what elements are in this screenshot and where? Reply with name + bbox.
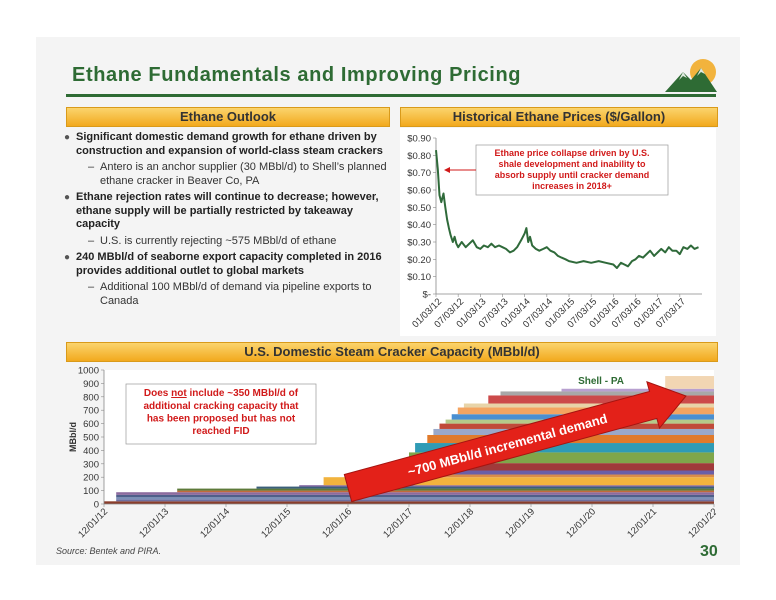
price-y-tick-label: $0.30 xyxy=(407,238,431,249)
capacity-y-tick-label: 0 xyxy=(94,500,99,511)
capacity-layer xyxy=(323,477,714,486)
ethane-outlook-header: Ethane Outlook xyxy=(66,107,390,127)
price-annotation-line: Ethane price collapse driven by U.S. xyxy=(494,148,649,158)
bullet-rejection-rates: ● Ethane rejection rates will continue to… xyxy=(64,191,379,230)
ethane-price-chart: $- $0.10 $0.20 $0.30 $0.40 $0.50 $0.60 $0.70 $0.… xyxy=(400,128,716,336)
price-annotation-box xyxy=(475,144,669,196)
capacity-layer xyxy=(500,391,714,396)
capacity-note-line: has been proposed but has not xyxy=(147,414,296,425)
capacity-y-tick-label: 500 xyxy=(83,433,99,444)
bullet-dot-icon: ● xyxy=(64,192,71,203)
capacity-y-tick-label: 900 xyxy=(83,379,99,390)
capacity-x-tick-label: 12/01/17 xyxy=(381,506,415,540)
capacity-y-tick-label: 700 xyxy=(83,406,99,417)
capacity-layer xyxy=(116,494,714,498)
capacity-layer xyxy=(116,492,714,495)
price-annotation-line: absorb supply until cracker demand xyxy=(495,170,650,180)
shell-pa-callout: Shell - PA xyxy=(578,376,624,387)
capacity-layer xyxy=(177,488,714,491)
capacity-y-tick-label: 1000 xyxy=(78,366,99,377)
price-y-tick-label: $0.80 xyxy=(407,151,431,162)
capacity-layer xyxy=(177,490,714,493)
capacity-note-line: additional cracking capacity that xyxy=(143,401,299,412)
capacity-layer xyxy=(665,376,714,389)
price-y-tick-label: $- xyxy=(423,290,431,301)
price-annotation-arrowhead xyxy=(444,167,450,173)
capacity-x-tick-label: 12/01/22 xyxy=(686,506,716,540)
price-y-tick-label: $0.10 xyxy=(407,272,431,283)
price-y-tick-label: $0.70 xyxy=(407,168,431,179)
price-chart-header: Historical Ethane Prices ($/Gallon) xyxy=(400,107,718,127)
capacity-y-axis-label: MBbl/d xyxy=(68,422,78,452)
capacity-note-part: include ~350 MBbl/d of xyxy=(187,388,299,399)
capacity-layer xyxy=(116,499,714,502)
capacity-x-tick-label: 12/01/19 xyxy=(503,506,537,540)
price-y-tick-label: $0.50 xyxy=(407,203,431,214)
bullet-demand-growth: ● Significant domestic demand growth for … xyxy=(64,131,383,157)
capacity-x-tick-label: 12/01/12 xyxy=(76,506,110,540)
bullet-dot-icon: ● xyxy=(64,132,71,143)
capacity-note-underlined: not xyxy=(171,388,187,399)
capacity-y-tick-label: 400 xyxy=(83,446,99,457)
capacity-y-tick-label: 800 xyxy=(83,392,99,403)
capacity-note-part: Does xyxy=(144,388,171,399)
capacity-chart-header: U.S. Domestic Steam Cracker Capacity (MB… xyxy=(66,342,718,362)
capacity-layer xyxy=(488,395,714,404)
dash-icon: – xyxy=(88,281,95,293)
capacity-y-tick-label: 100 xyxy=(83,486,99,497)
sub-bullet-shell-supplier: – Antero is an anchor supplier (30 MBbl/d… xyxy=(88,161,387,187)
outlook-bullets: ● Significant domestic demand growth for … xyxy=(64,131,398,311)
capacity-x-tick-label: 12/01/16 xyxy=(320,506,354,540)
capacity-layer xyxy=(384,470,714,475)
capacity-layer xyxy=(104,501,714,504)
slide-title: Ethane Fundamentals and Improving Pricin… xyxy=(72,64,522,86)
bullet-export-capacity: ● 240 MBbl/d of seaborne export capacity … xyxy=(64,251,382,277)
capacity-x-tick-label: 12/01/21 xyxy=(625,506,659,540)
capacity-x-tick-label: 12/01/14 xyxy=(198,506,232,540)
capacity-layer xyxy=(409,452,714,464)
capacity-note-line: Does not include ~350 MBbl/d of xyxy=(144,388,299,399)
capacity-x-tick-label: 12/01/15 xyxy=(259,506,293,540)
capacity-layer xyxy=(402,463,714,471)
source-note: Source: Bentek and PIRA. xyxy=(56,546,162,556)
capacity-y-tick-label: 200 xyxy=(83,473,99,484)
capacity-x-tick-label: 12/01/13 xyxy=(137,506,171,540)
price-annotation-line: shale development and inability to xyxy=(498,159,646,169)
dash-icon: – xyxy=(88,234,95,247)
capacity-layer xyxy=(256,486,714,489)
price-y-tick-label: $0.60 xyxy=(407,186,431,197)
price-annotation-line: increases in 2018+ xyxy=(532,181,612,191)
capacity-y-tick-label: 600 xyxy=(83,419,99,430)
capacity-layer xyxy=(463,403,714,408)
steam-cracker-capacity-chart: 0 100 200 300 400 500 600 700 800 900 1000 12/01/12… xyxy=(68,366,716,541)
price-annotation-text: Ethane price collapse driven by U.S. shal… xyxy=(494,148,649,191)
price-y-tick-label: $0.20 xyxy=(407,255,431,266)
capacity-x-tick-label: 12/01/18 xyxy=(442,506,476,540)
dash-icon: – xyxy=(88,161,95,173)
price-y-tick-label: $0.90 xyxy=(407,134,431,145)
capacity-layer xyxy=(366,474,714,478)
price-y-tick-label: $0.40 xyxy=(407,220,431,231)
capacity-layer xyxy=(299,485,714,487)
page-number: 30 xyxy=(700,543,718,560)
sub-bullet-current-rejection: – U.S. is currently rejecting ~575 MBbl/d… xyxy=(88,234,337,247)
capacity-note-box xyxy=(125,383,317,445)
price-series-line xyxy=(435,150,699,269)
capacity-layer xyxy=(561,388,714,392)
capacity-layer xyxy=(116,497,714,500)
red-arrow-icon xyxy=(343,380,687,503)
capacity-y-tick-label: 300 xyxy=(83,459,99,470)
capacity-layer xyxy=(415,443,714,453)
title-rule xyxy=(66,94,716,97)
sub-bullet-canada-exports: – Additional 100 MBbl/d of demand via pip… xyxy=(88,281,372,307)
capacity-note-line: reached FID xyxy=(192,426,249,437)
bullet-dot-icon: ● xyxy=(64,252,71,263)
mountain-logo-icon xyxy=(665,59,717,92)
capacity-x-tick-label: 12/01/20 xyxy=(564,506,598,540)
